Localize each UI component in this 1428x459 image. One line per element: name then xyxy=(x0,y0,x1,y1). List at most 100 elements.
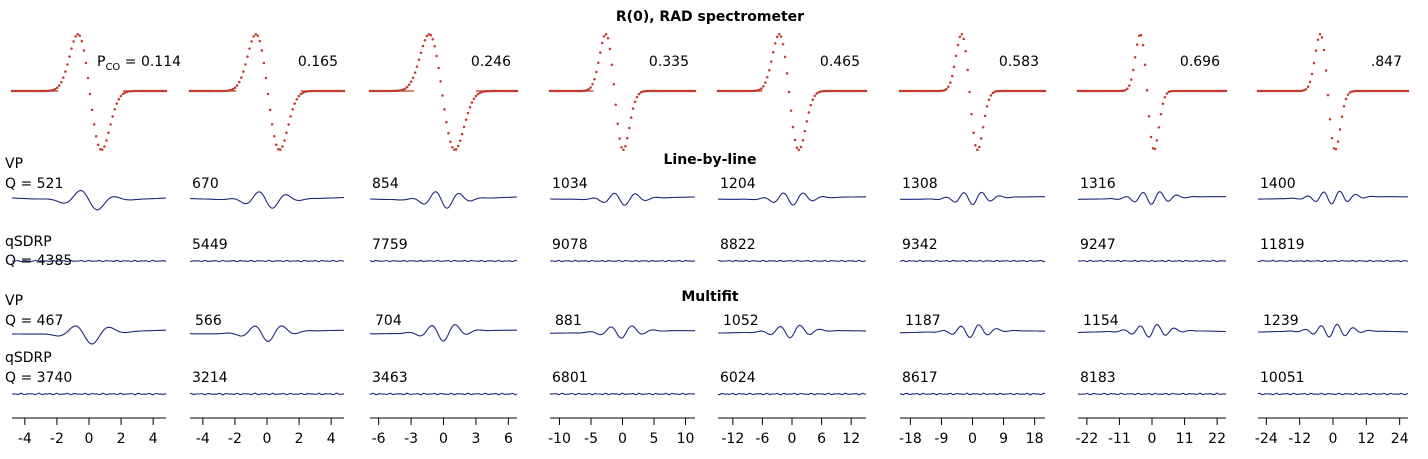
spectrum-5 xyxy=(716,32,868,152)
x-tick-label-7-4: 11 xyxy=(1176,431,1194,447)
mf-vp-residual-5 xyxy=(717,324,866,339)
lbl-qsdrp-q-7: 9247 xyxy=(1080,237,1116,253)
lbl-vp-q-7: 1316 xyxy=(1080,176,1116,192)
lbl-qsdrp-q-4: 9078 xyxy=(552,237,588,253)
x-tick-label-8-4: 12 xyxy=(1357,431,1375,447)
mf-qsdrp-q-7: 8183 xyxy=(1080,370,1116,386)
x-axis-6: -18 -9 0 9 18 xyxy=(899,417,1045,447)
lbl-qsdrp-q-6: 9342 xyxy=(902,237,938,253)
lbl-qsdrp-residual-6 xyxy=(899,259,1046,263)
x-tick-label-5-4: 6 xyxy=(817,431,826,447)
mf-vp-q-6: 1187 xyxy=(905,313,941,329)
mf-qsdrp-q-5: 6024 xyxy=(720,370,756,386)
x-tick-label-7-2: -11 xyxy=(1108,431,1131,447)
spectrum-8 xyxy=(1256,33,1410,151)
x-tick-label-7-5: 22 xyxy=(1208,431,1226,447)
x-tick-label-1-2: -2 xyxy=(50,431,64,447)
lbl-vp-residual-1 xyxy=(12,190,166,211)
lbl-vp-residual-5 xyxy=(718,192,866,206)
mf-vp-residual-1 xyxy=(12,325,166,345)
mf-vp-residual-4 xyxy=(550,325,696,339)
x-tick-label-3-2: -3 xyxy=(404,431,418,447)
mf-vp-q-7: 1154 xyxy=(1083,313,1119,329)
pressure-label-2: 0.165 xyxy=(298,54,338,70)
lbl-qsdrp-residual-2 xyxy=(189,259,345,263)
mf-qsdrp-residual-1 xyxy=(11,392,167,396)
lbl-vp-q-4: 1034 xyxy=(552,176,588,192)
x-axis-3: -6 -3 0 3 6 xyxy=(370,417,517,447)
mf-vp-residual-3 xyxy=(370,324,517,342)
lbl-qsdrp-residual-5 xyxy=(717,259,867,263)
mf-vp-residual-8 xyxy=(1257,323,1408,338)
mf-vp-q-5: 1052 xyxy=(723,313,759,329)
x-tick-label-3-1: -6 xyxy=(372,431,386,447)
x-axis-5: -12 -6 0 6 12 xyxy=(718,417,866,447)
lbl-qsdrp-q-2: 5449 xyxy=(192,237,228,253)
x-tick-label-5-2: -6 xyxy=(755,431,769,447)
spectrum-2 xyxy=(188,32,346,151)
lbl-vp-residual-4 xyxy=(550,192,695,206)
lbl-qsdrp-q-8: 11819 xyxy=(1260,237,1305,253)
pressure-label-7: 0.696 xyxy=(1180,54,1220,70)
x-tick-label-2-3: 0 xyxy=(263,431,272,447)
pressure-label-4: 0.335 xyxy=(649,54,689,70)
lbl-qsdrp-residual-1 xyxy=(11,259,167,263)
mf-qsdrp-residual-8 xyxy=(1257,392,1409,396)
x-axis-7: -22 -11 0 11 22 xyxy=(1075,417,1226,447)
spectrum-1 xyxy=(10,32,168,151)
x-tick-label-7-3: 0 xyxy=(1148,431,1157,447)
x-tick-label-5-3: 0 xyxy=(788,431,797,447)
mf-qsdrp-q-1: Q = 3740 xyxy=(5,370,72,386)
mf-vp-q-3: 704 xyxy=(375,313,402,329)
x-tick-label-1-1: -4 xyxy=(18,431,32,447)
x-tick-label-2-4: 2 xyxy=(295,431,304,447)
x-tick-label-6-2: -9 xyxy=(934,431,948,447)
mf-qsdrp-residual-7 xyxy=(1077,392,1227,396)
lbl-vp-residual-7 xyxy=(1078,191,1226,205)
mf-qsdrp-q-4: 6801 xyxy=(552,370,588,386)
mf-qsdrp-residual-6 xyxy=(899,392,1046,396)
lbl-vp-residual-2 xyxy=(189,191,345,209)
x-tick-label-1-5: 4 xyxy=(149,431,158,447)
x-tick-label-2-2: -2 xyxy=(228,431,242,447)
x-tick-label-2-5: 4 xyxy=(327,431,336,447)
lbl-qsdrp-residual-8 xyxy=(1258,259,1409,263)
x-tick-label-3-3: 0 xyxy=(439,431,448,447)
lbl-vp-q-6: 1308 xyxy=(902,176,938,192)
mf-qsdrp-label: qSDRP xyxy=(5,350,52,366)
spectrum-4 xyxy=(548,32,697,152)
x-tick-label-3-4: 3 xyxy=(471,431,480,447)
lbl-vp-residual-3 xyxy=(370,191,518,209)
pressure-label-1: PCO = 0.114 xyxy=(97,54,181,73)
mf-vp-q-4: 881 xyxy=(555,313,582,329)
mf-qsdrp-residual-2 xyxy=(189,392,345,396)
lbl-qsdrp-label: qSDRP xyxy=(5,234,52,250)
lbl-vp-label: VP xyxy=(5,156,23,172)
x-tick-label-6-5: 18 xyxy=(1026,431,1044,447)
x-tick-label-8-1: -24 xyxy=(1255,431,1278,447)
mf-vp-label: VP xyxy=(5,293,23,309)
spectrum-6 xyxy=(898,32,1047,152)
x-tick-label-2-1: -4 xyxy=(196,431,210,447)
pressure-label-3: 0.246 xyxy=(471,54,511,70)
mf-qsdrp-q-3: 3463 xyxy=(372,370,408,386)
chart-title: R(0), RAD spectrometer xyxy=(616,9,804,25)
x-axis-4: -10 -5 0 5 10 xyxy=(548,417,695,447)
mf-qsdrp-q-8: 10051 xyxy=(1260,370,1305,386)
mf-qsdrp-residual-4 xyxy=(549,392,696,396)
lbl-qsdrp-residual-4 xyxy=(549,259,696,263)
lbl-qsdrp-q-5: 8822 xyxy=(720,237,756,253)
x-axis-1: -4 -2 0 2 4 xyxy=(12,417,166,447)
x-tick-label-1-3: 0 xyxy=(85,431,94,447)
mf-vp-q-8: 1239 xyxy=(1263,313,1299,329)
x-tick-label-6-4: 9 xyxy=(999,431,1008,447)
spectrum-3 xyxy=(368,32,519,152)
pressure-label-8: .847 xyxy=(1371,54,1402,70)
x-tick-label-4-3: 0 xyxy=(618,431,627,447)
x-tick-label-8-5: 24 xyxy=(1391,431,1409,447)
lbl-qsdrp-residual-7 xyxy=(1077,259,1227,263)
section-title-line-by-line: Line-by-line xyxy=(663,152,756,168)
mf-vp-residual-7 xyxy=(1078,324,1226,338)
pressure-label-6: 0.583 xyxy=(999,54,1039,70)
